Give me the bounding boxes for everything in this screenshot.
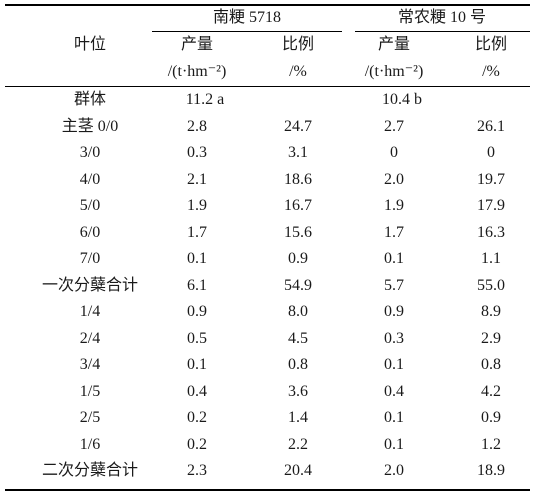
header-rule: [5, 86, 530, 87]
cell: 2.0: [384, 170, 404, 188]
cell: 1.4: [288, 409, 308, 426]
cell: 55.0: [477, 276, 505, 294]
group-rule: [355, 31, 530, 32]
cell: 15.6: [284, 223, 312, 241]
row-label: 2/4: [79, 329, 101, 347]
cell: 1.7: [187, 223, 207, 241]
cell: 16.3: [477, 223, 505, 241]
cell: 6.1: [187, 276, 207, 294]
cell: 1.9: [187, 197, 207, 214]
cell: 8.9: [481, 303, 501, 320]
top-rule: [5, 4, 530, 6]
cell: 17.9: [477, 197, 505, 214]
cell: 16.7: [284, 197, 312, 214]
cell: 2.2: [288, 435, 308, 453]
cell: 1.9: [384, 197, 404, 214]
column-unit: /(t·hm⁻²): [167, 63, 227, 80]
cell: 20.4: [284, 462, 312, 479]
cell: 0.9: [187, 303, 207, 320]
cell: 18.9: [477, 462, 505, 479]
cell: 0.1: [187, 356, 207, 373]
cell: 0: [390, 144, 398, 161]
cell: 2.7: [384, 117, 404, 135]
cell: 0.4: [187, 382, 207, 400]
cell: 0.4: [384, 382, 404, 400]
cell: 11.2 a: [185, 91, 225, 108]
cell: 5.7: [384, 276, 404, 294]
column-unit: /%: [289, 63, 307, 80]
cell: 3.6: [288, 382, 308, 400]
cell: 0.3: [187, 144, 207, 161]
column-unit: /%: [482, 63, 500, 80]
column-header: 比例: [474, 36, 508, 53]
cell: 19.7: [477, 170, 505, 188]
cell: 0.8: [481, 356, 501, 373]
cell: 2.1: [187, 170, 207, 188]
column-unit: /(t·hm⁻²): [364, 63, 424, 80]
row-label: 4/0: [79, 170, 101, 188]
row-label: 5/0: [79, 197, 101, 214]
row-label: 1/4: [79, 303, 101, 320]
cell: 10.4 b: [382, 91, 422, 108]
cell: 0.1: [384, 356, 404, 373]
row-label: 一次分蘖合计: [41, 276, 139, 294]
cell: 0.2: [187, 435, 207, 453]
cell: 26.1: [477, 117, 505, 135]
cell: 3.1: [288, 144, 308, 161]
cell: 0.1: [384, 409, 404, 426]
cell: 2.9: [481, 329, 501, 347]
row-label: 二次分蘖合计: [41, 462, 139, 479]
cell: 0.3: [384, 329, 404, 347]
column-header: 产量: [180, 36, 214, 53]
cell: 0.1: [384, 435, 404, 453]
cell: 1.1: [481, 250, 501, 267]
cell: 4.2: [481, 382, 501, 400]
bottom-rule: [5, 489, 530, 491]
row-label: 主茎 0/0: [61, 117, 119, 135]
cell: 0.9: [384, 303, 404, 320]
cell: 0.5: [187, 329, 207, 347]
row-label: 1/6: [79, 435, 101, 453]
row-label: 3/4: [79, 356, 101, 373]
group-header: 南粳 5718: [212, 9, 282, 26]
column-header: 产量: [377, 36, 411, 53]
cell: 1.7: [384, 223, 404, 241]
row-label: 2/5: [79, 409, 101, 426]
cell: 1.2: [481, 435, 501, 453]
row-label-header: 叶位: [73, 36, 107, 53]
cell: 8.0: [288, 303, 308, 320]
cell: 18.6: [284, 170, 312, 188]
cell: 2.0: [384, 462, 404, 479]
row-label: 1/5: [79, 382, 101, 400]
cell: 4.5: [288, 329, 308, 347]
cell: 24.7: [284, 117, 312, 135]
column-header: 比例: [281, 36, 315, 53]
group-rule: [152, 31, 342, 32]
cell: 2.3: [187, 462, 207, 479]
cell: 2.8: [187, 117, 207, 135]
row-label: 3/0: [79, 144, 101, 161]
cell: 0.1: [384, 250, 404, 267]
row-label: 7/0: [79, 250, 101, 267]
row-label: 群体: [73, 91, 107, 108]
group-header: 常农粳 10 号: [397, 9, 487, 26]
cell: 0.2: [187, 409, 207, 426]
row-label: 6/0: [79, 223, 101, 241]
cell: 0.9: [288, 250, 308, 267]
cell: 0.1: [187, 250, 207, 267]
cell: 0: [487, 144, 495, 161]
cell: 54.9: [284, 276, 312, 294]
cell: 0.8: [288, 356, 308, 373]
cell: 0.9: [481, 409, 501, 426]
